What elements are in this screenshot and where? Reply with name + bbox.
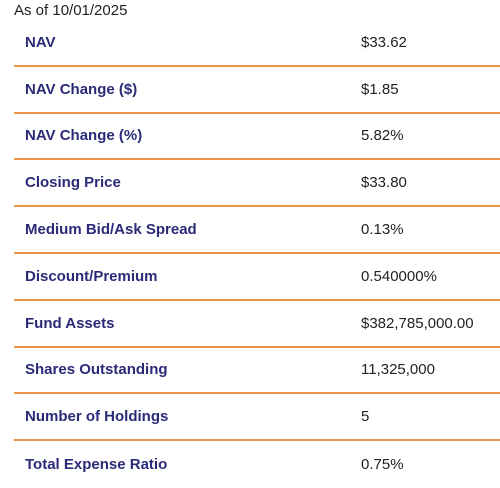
fund-table: NAV $33.62 NAV Change ($) $1.85 NAV Change (… xyxy=(14,20,500,488)
row-label: NAV Change ($) xyxy=(25,80,138,98)
table-row: Closing Price $33.80 xyxy=(14,160,500,208)
table-row: Fund Assets $382,785,000.00 xyxy=(14,301,500,348)
row-label: Shares Outstanding xyxy=(25,361,168,379)
row-label: Closing Price xyxy=(25,174,121,192)
row-value: 0.75% xyxy=(361,456,404,474)
row-label: NAV xyxy=(25,33,56,51)
row-label: NAV Change (%) xyxy=(25,127,143,145)
table-row: NAV Change (%) 5.82% xyxy=(14,114,500,161)
table-row: Medium Bid/Ask Spread 0.13% xyxy=(14,207,500,254)
table-row: Shares Outstanding 11,325,000 xyxy=(14,348,500,395)
row-value: $33.80 xyxy=(361,174,407,192)
row-value: 5.82% xyxy=(361,127,404,145)
row-value: $1.85 xyxy=(361,80,399,98)
table-row: NAV Change ($) $1.85 xyxy=(14,67,500,114)
table-row: NAV $33.62 xyxy=(14,20,500,67)
row-label: Discount/Premium xyxy=(25,267,158,285)
row-value: 0.540000% xyxy=(361,267,437,285)
row-label: Number of Holdings xyxy=(25,408,169,426)
table-row: Number of Holdings 5 xyxy=(14,394,500,442)
row-value: 5 xyxy=(361,408,370,426)
row-value: 0.13% xyxy=(361,221,404,239)
as-of-date: As of 10/01/2025 xyxy=(14,2,128,19)
table-row: Discount/Premium 0.540000% xyxy=(14,254,500,301)
row-label: Fund Assets xyxy=(25,314,115,332)
row-label: Total Expense Ratio xyxy=(25,456,168,474)
table-row: Total Expense Ratio 0.75% xyxy=(14,441,500,488)
row-label: Medium Bid/Ask Spread xyxy=(25,221,197,239)
row-value: $33.62 xyxy=(361,33,407,51)
row-value: $382,785,000.00 xyxy=(361,314,474,332)
row-value: 11,325,000 xyxy=(361,361,435,379)
